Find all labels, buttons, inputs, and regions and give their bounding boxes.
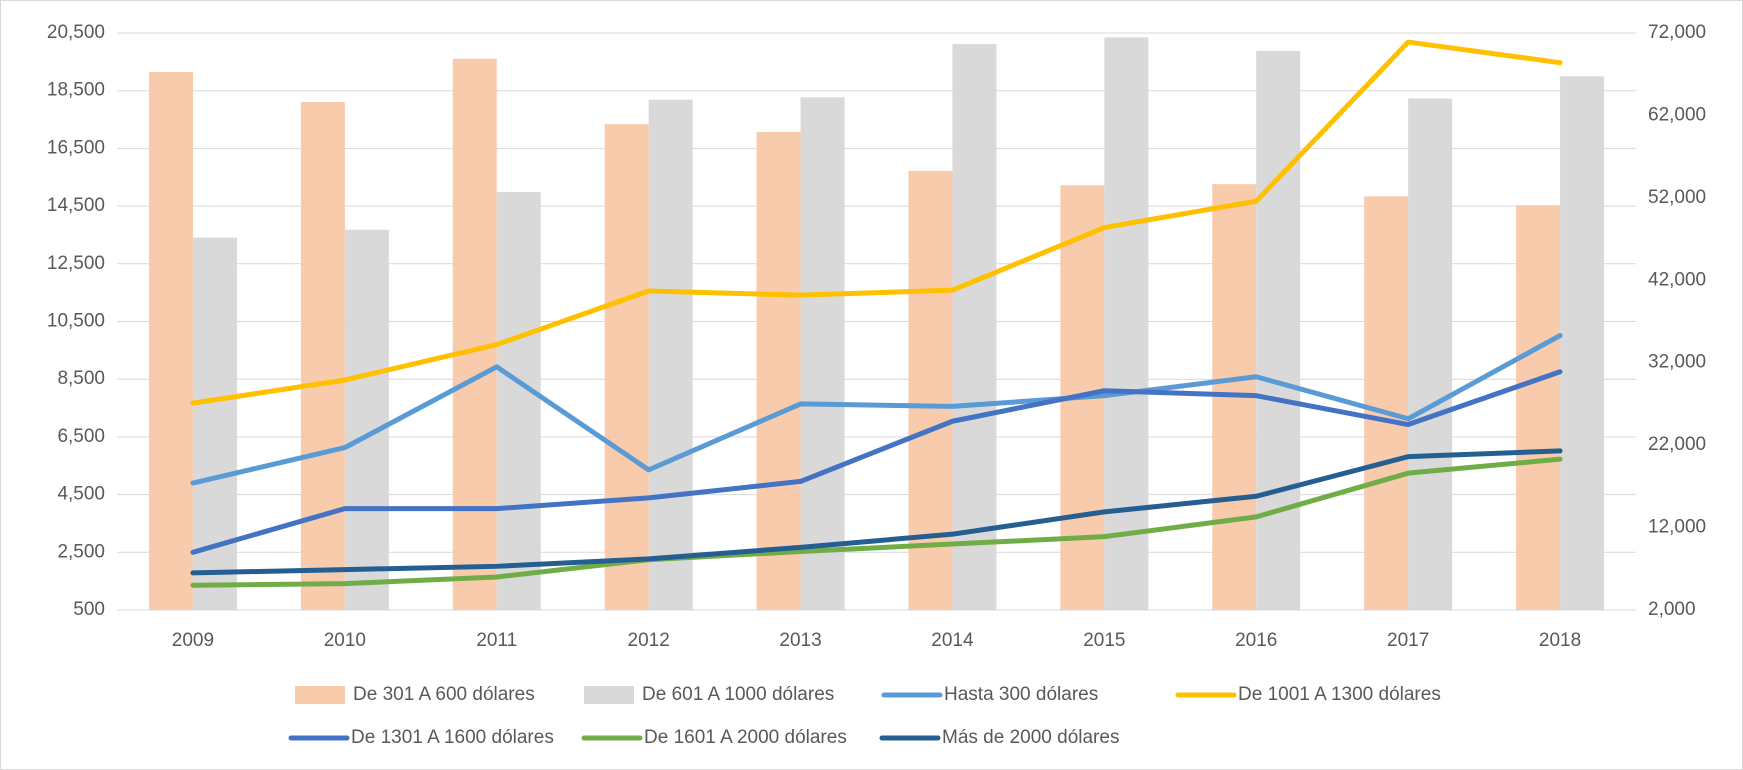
y-tick-label: 2,500 — [57, 541, 105, 562]
y-tick-label: 6,500 — [57, 426, 105, 447]
legend-swatch — [295, 686, 345, 704]
bar — [1560, 76, 1605, 610]
bar — [1256, 50, 1301, 610]
x-tick-label: 2018 — [1539, 630, 1581, 651]
y-tick-label: 16,500 — [47, 137, 105, 158]
line — [190, 333, 1563, 486]
line — [190, 448, 1563, 576]
bar — [192, 237, 237, 610]
legend-label: De 1601 A 2000 dólares — [644, 727, 847, 748]
bar — [648, 99, 693, 611]
x-tick-label: 2011 — [476, 630, 517, 651]
x-tick-label: 2013 — [779, 630, 821, 651]
legend-label: De 301 A 600 dólares — [353, 684, 535, 705]
bar — [1516, 205, 1561, 610]
y-tick-label: 14,500 — [47, 195, 105, 216]
legend-label: Más de 2000 dólares — [942, 727, 1119, 748]
line — [190, 39, 1563, 406]
bar — [452, 58, 497, 610]
x-tick-label: 2010 — [324, 630, 366, 651]
y2-tick-label: 42,000 — [1648, 269, 1706, 290]
y-tick-label: 8,500 — [57, 368, 105, 389]
bar — [800, 97, 845, 610]
y2-tick-label: 2,000 — [1648, 599, 1696, 620]
legend-label: Hasta 300 dólares — [944, 684, 1098, 705]
legend-label: De 601 A 1000 dólares — [642, 684, 834, 705]
y-tick-label: 500 — [73, 599, 105, 620]
x-tick-label: 2009 — [172, 630, 214, 651]
y2-tick-label: 32,000 — [1648, 352, 1706, 373]
y-tick-label: 18,500 — [47, 80, 105, 101]
x-tick-label: 2017 — [1387, 630, 1429, 651]
y2-tick-label: 72,000 — [1648, 22, 1706, 43]
bar — [756, 131, 801, 610]
y-tick-label: 10,500 — [47, 311, 105, 332]
y-tick-label: 4,500 — [57, 484, 105, 505]
y2-tick-label: 22,000 — [1648, 434, 1706, 455]
bar — [148, 71, 193, 610]
bar — [496, 191, 541, 610]
line — [190, 456, 1563, 588]
x-tick-label: 2015 — [1083, 630, 1125, 651]
bar — [344, 229, 389, 610]
line — [190, 369, 1563, 555]
y2-tick-label: 52,000 — [1648, 187, 1706, 208]
x-tick-label: 2012 — [628, 630, 670, 651]
y-tick-label: 12,500 — [47, 253, 105, 274]
legend-label: De 1001 A 1300 dólares — [1238, 684, 1441, 705]
bar — [1364, 196, 1409, 610]
bar — [1104, 37, 1149, 610]
bar — [300, 101, 345, 610]
legend-label: De 1301 A 1600 dólares — [351, 727, 554, 748]
x-tick-label: 2014 — [931, 630, 974, 651]
bar — [604, 124, 649, 610]
y-tick-label: 20,500 — [47, 22, 105, 43]
y2-tick-label: 12,000 — [1648, 517, 1706, 538]
bar — [1408, 98, 1453, 610]
x-tick-label: 2016 — [1235, 630, 1277, 651]
legend-swatch — [584, 686, 634, 704]
y2-tick-label: 62,000 — [1648, 104, 1706, 125]
bar — [952, 43, 997, 610]
